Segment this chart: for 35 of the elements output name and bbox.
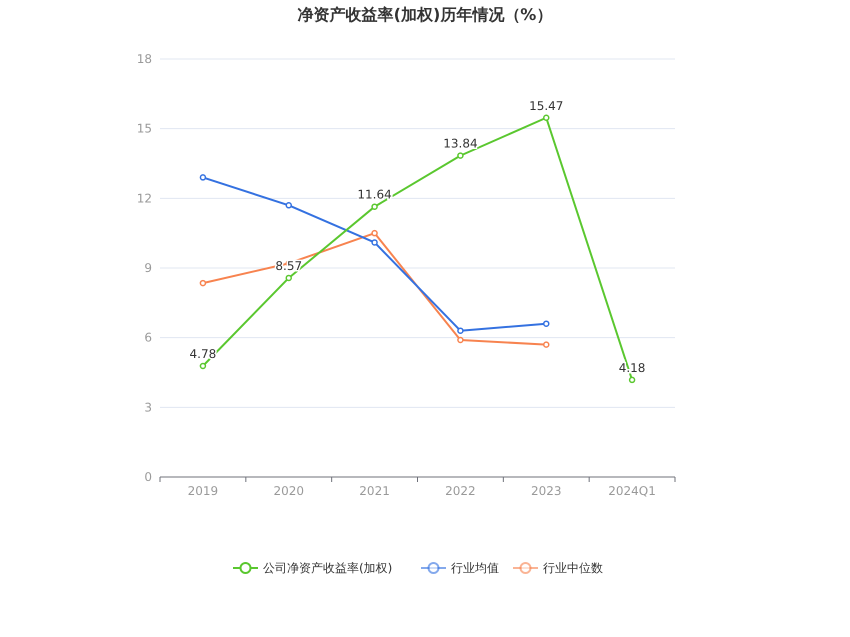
legend-label: 行业中位数: [543, 561, 603, 575]
point: [286, 202, 292, 209]
chart-title: 净资产收益率(加权)历年情况（%）: [298, 5, 552, 24]
point: [200, 362, 206, 370]
point: [371, 239, 378, 246]
y-tick-label: 0: [144, 470, 152, 484]
point: [628, 376, 636, 384]
point: [286, 274, 292, 282]
point: [371, 203, 378, 210]
data-label: 11.64: [357, 188, 392, 202]
point: [457, 152, 464, 159]
y-tick-label: 3: [144, 400, 152, 414]
point: [543, 320, 550, 327]
legend-label: 行业均值: [451, 561, 499, 575]
y-tick-label: 12: [136, 191, 152, 206]
y-tick-label: 9: [144, 261, 152, 275]
y-tick-label: 18: [136, 52, 152, 66]
point: [200, 280, 206, 286]
point: [200, 174, 206, 181]
x-tick-label: 2022: [445, 484, 476, 498]
point: [371, 230, 378, 236]
x-tick-label: 2023: [530, 484, 562, 498]
data-label: 13.84: [443, 136, 478, 151]
point: [543, 341, 550, 348]
x-tick-label: 2020: [273, 484, 304, 498]
x-tick-label: 2021: [359, 484, 390, 498]
point: [457, 336, 464, 344]
y-tick-label: 6: [144, 330, 152, 345]
data-label: 15.47: [529, 98, 564, 113]
x-tick-label: 2024Q1: [608, 484, 656, 498]
point: [457, 327, 464, 334]
point: [543, 114, 550, 121]
x-tick-label: 2019: [188, 484, 218, 498]
y-tick-label: 15: [136, 122, 152, 136]
legend-label: 公司净资产收益率(加权): [263, 561, 392, 575]
